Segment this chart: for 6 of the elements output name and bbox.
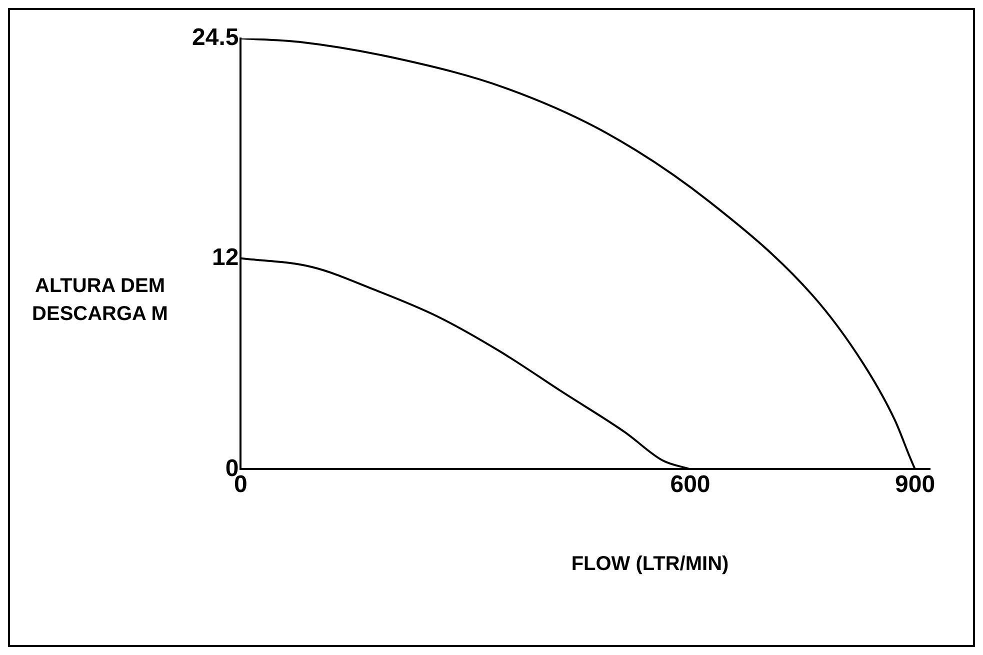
x-tick-label: 900: [894, 471, 936, 498]
x-tick-label: 600: [670, 471, 710, 498]
y-tick-label: 24.5: [192, 24, 239, 52]
x-axis-title: FLOW (LTR/MIN): [570, 552, 730, 577]
y-tick-label: 12: [212, 244, 239, 271]
y-axis-title: ALTURA DEM DESCARGA M: [31, 274, 169, 327]
